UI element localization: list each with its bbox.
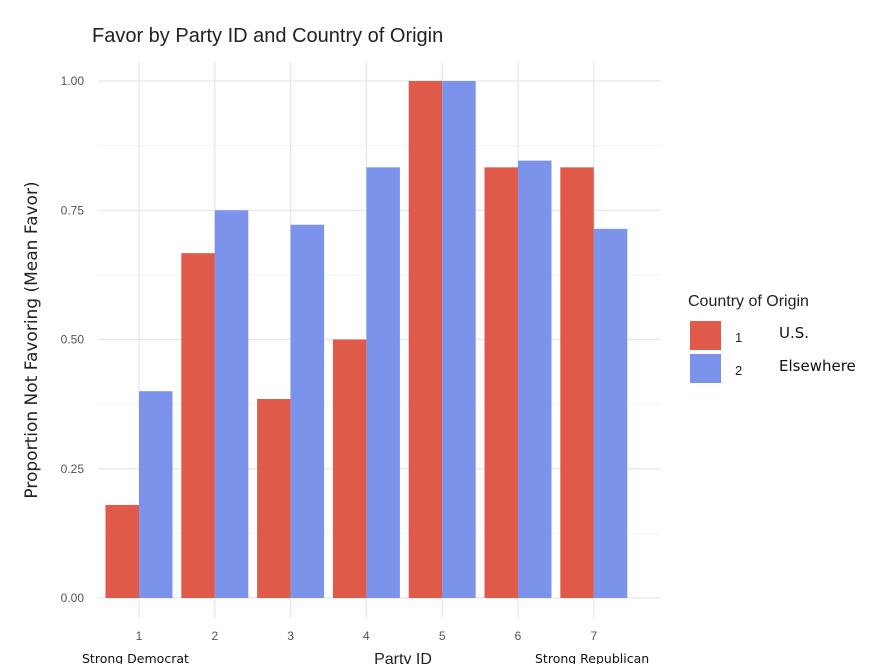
bar-series-2-cat-2 [214,210,249,598]
bar-series-2-cat-7 [593,228,628,598]
legend: Country of Origin 1 U.S. 2 Elsewhere [688,293,856,383]
bar-series-1-cat-6 [484,167,518,599]
x-right-end-label: Strong Republican [535,651,649,664]
y-tick-label: 1.00 [61,74,85,88]
legend-key: 1 [735,330,742,345]
y-tick-label: 0.00 [61,591,85,605]
x-tick-labels: 1 2 3 4 5 6 7 [136,629,598,643]
legend-swatch [690,354,721,383]
bar-series-1-cat-4 [332,339,367,598]
y-tick-label: 0.25 [61,462,85,476]
legend-title: Country of Origin [688,293,809,310]
bar-series-1-cat-1 [105,504,139,598]
y-tick-labels: 0.00 0.25 0.50 0.75 1.00 [61,74,85,605]
x-tick-label: 1 [136,629,143,643]
bar-series-1-cat-5 [408,81,443,598]
bar-series-1-cat-3 [257,398,291,598]
y-tick-label: 0.50 [61,333,85,347]
x-axis-label: Party ID [374,651,432,664]
y-axis-label: Proportion Not Favoring (Mean Favor) [22,181,42,498]
x-tick-label: 4 [363,629,370,643]
x-tick-label: 2 [211,629,218,643]
chart-title: Favor by Party ID and Country of Origin [92,25,443,47]
x-tick-label: 5 [439,629,446,643]
x-tick-label: 7 [590,629,597,643]
legend-swatch [690,321,721,350]
bar-series-2-cat-4 [366,167,400,599]
legend-description: Elsewhere [779,357,856,375]
bar-series-2-cat-6 [518,160,552,599]
bar-series-1-cat-2 [181,253,215,598]
legend-description: U.S. [779,324,809,342]
x-left-end-label: Strong Democrat [82,651,189,664]
bar-series-2-cat-5 [442,81,476,598]
y-tick-label: 0.75 [61,203,85,217]
x-tick-label: 3 [287,629,294,643]
bars [105,81,628,599]
x-tick-label: 6 [515,629,522,643]
bar-series-2-cat-3 [290,224,325,598]
bar-series-2-cat-1 [139,391,173,598]
bar-series-1-cat-7 [560,167,594,599]
legend-key: 2 [735,363,742,378]
